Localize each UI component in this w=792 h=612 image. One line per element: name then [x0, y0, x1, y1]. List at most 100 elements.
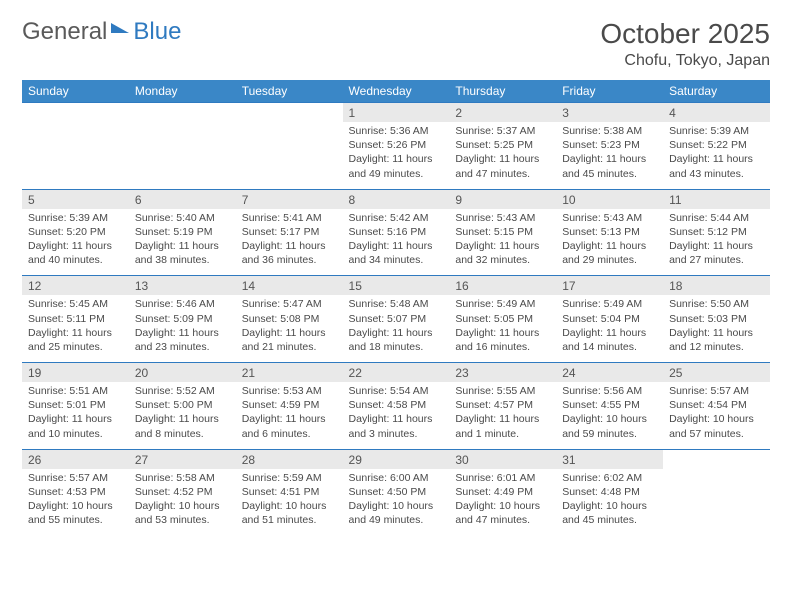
page-header: General Blue October 2025 Chofu, Tokyo, … [22, 18, 770, 70]
date-cell: 6 [129, 189, 236, 209]
day-info-cell: Sunrise: 5:44 AMSunset: 5:12 PMDaylight:… [663, 209, 770, 276]
weekday-thursday: Thursday [449, 80, 556, 103]
sunset-line: Sunset: 4:54 PM [669, 399, 747, 411]
info-row: Sunrise: 5:36 AMSunset: 5:26 PMDaylight:… [22, 122, 770, 189]
day-info-cell: Sunrise: 5:36 AMSunset: 5:26 PMDaylight:… [343, 122, 450, 189]
daylight-line: Daylight: 10 hours and 55 minutes. [28, 500, 113, 526]
day-info-cell: Sunrise: 5:40 AM Sunset: 5:19 PM Daylight:… [129, 209, 236, 276]
daylight-line: Daylight: 10 hours and 47 minutes. [455, 500, 540, 526]
sunset-line: Sunset: 5:20 PM [28, 226, 106, 238]
sunrise-line: Sunrise: 5:39 AM [28, 212, 108, 224]
sunrise-line: Sunrise: 5:52 AM [135, 385, 215, 397]
day-info-cell: Sunrise: 5:59 AMSunset: 4:51 PMDaylight:… [236, 469, 343, 536]
empty-date-cell [663, 449, 770, 469]
sunset-line: Sunset: 5:22 PM [669, 139, 747, 151]
day-info-cell: Sunrise: 5:54 AMSunset: 4:58 PMDaylight:… [343, 382, 450, 449]
date-cell: 18 [663, 276, 770, 296]
empty-info-cell [22, 122, 129, 189]
daylight-line: Daylight: 11 hours and 43 minutes. [669, 153, 753, 179]
day-info-cell: Sunrise: 5:49 AMSunset: 5:04 PMDaylight:… [556, 295, 663, 362]
weekday-saturday: Saturday [663, 80, 770, 103]
date-cell: 11 [663, 189, 770, 209]
daylight-line: Daylight: 11 hours and 21 minutes. [242, 327, 326, 353]
day-info-cell: Sunrise: 5:56 AMSunset: 4:55 PMDaylight:… [556, 382, 663, 449]
date-cell: 7 [236, 189, 343, 209]
info-row: Sunrise: 5:51 AM Sunset: 5:01 PM Daylight:… [22, 382, 770, 449]
date-cell: 12 [22, 276, 129, 296]
daylight-line: Daylight: 10 hours and 49 minutes. [349, 500, 434, 526]
daylight-line: Daylight: 11 hours and 47 minutes. [455, 153, 539, 179]
sunset-line: Sunset: 4:52 PM [135, 486, 213, 498]
calendar-table: SundayMondayTuesdayWednesdayThursdayFrid… [22, 80, 770, 535]
sunrise-line: Sunrise: 5:37 AM [455, 125, 535, 137]
sunrise-line: Sunrise: 5:40 AM [135, 212, 215, 224]
sunset-line: Sunset: 4:59 PM [242, 399, 320, 411]
empty-info-cell [129, 122, 236, 189]
sunset-line: Sunset: 5:25 PM [455, 139, 533, 151]
logo-text-2: Blue [133, 18, 181, 46]
date-row: 1234 [22, 103, 770, 123]
sunset-line: Sunset: 4:58 PM [349, 399, 427, 411]
day-info-cell: Sunrise: 6:02 AMSunset: 4:48 PMDaylight:… [556, 469, 663, 536]
weekday-wednesday: Wednesday [343, 80, 450, 103]
date-cell: 8 [343, 189, 450, 209]
sunset-line: Sunset: 5:04 PM [562, 313, 640, 325]
sunset-line: Sunset: 4:48 PM [562, 486, 640, 498]
sunset-line: Sunset: 5:00 PM [135, 399, 213, 411]
date-cell: 29 [343, 449, 450, 469]
daylight-line: Daylight: 11 hours and 34 minutes. [349, 240, 433, 266]
sunset-line: Sunset: 5:19 PM [135, 226, 213, 238]
daylight-line: Daylight: 11 hours and 6 minutes. [242, 413, 326, 439]
sunrise-line: Sunrise: 5:49 AM [455, 298, 535, 310]
day-info-cell: Sunrise: 5:53 AMSunset: 4:59 PMDaylight:… [236, 382, 343, 449]
sunrise-line: Sunrise: 5:43 AM [455, 212, 535, 224]
daylight-line: Daylight: 11 hours and 14 minutes. [562, 327, 646, 353]
day-info-cell: Sunrise: 5:55 AMSunset: 4:57 PMDaylight:… [449, 382, 556, 449]
date-cell: 30 [449, 449, 556, 469]
info-row: Sunrise: 5:57 AMSunset: 4:53 PMDaylight:… [22, 469, 770, 536]
location-label: Chofu, Tokyo, Japan [600, 52, 770, 70]
day-info-cell: Sunrise: 5:37 AM Sunset: 5:25 PM Daylight:… [449, 122, 556, 189]
brand-logo: General Blue [22, 18, 181, 46]
date-cell: 31 [556, 449, 663, 469]
sunset-line: Sunset: 4:51 PM [242, 486, 320, 498]
day-info-cell: Sunrise: 5:50 AMSunset: 5:03 PMDaylight:… [663, 295, 770, 362]
sunset-line: Sunset: 5:16 PM [349, 226, 427, 238]
daylight-line: Daylight: 11 hours and 38 minutes. [135, 240, 219, 266]
date-row: 12131415161718 [22, 276, 770, 296]
sunset-line: Sunset: 5:11 PM [28, 313, 105, 325]
weekday-monday: Monday [129, 80, 236, 103]
sunrise-line: Sunrise: 5:54 AM [349, 385, 429, 397]
sunrise-line: Sunrise: 5:45 AM [28, 298, 108, 310]
daylight-line: Daylight: 11 hours and 40 minutes. [28, 240, 112, 266]
sunrise-line: Sunrise: 5:39 AM [669, 125, 749, 137]
sunrise-line: Sunrise: 6:02 AM [562, 472, 642, 484]
title-block: October 2025 Chofu, Tokyo, Japan [600, 18, 770, 70]
daylight-line: Daylight: 11 hours and 10 minutes. [28, 413, 112, 439]
sunset-line: Sunset: 5:07 PM [349, 313, 427, 325]
date-cell: 9 [449, 189, 556, 209]
weekday-header-row: SundayMondayTuesdayWednesdayThursdayFrid… [22, 80, 770, 103]
daylight-line: Daylight: 11 hours and 36 minutes. [242, 240, 326, 266]
sunrise-line: Sunrise: 5:55 AM [455, 385, 535, 397]
date-cell: 21 [236, 363, 343, 383]
day-info-cell: Sunrise: 5:46 AMSunset: 5:09 PMDaylight:… [129, 295, 236, 362]
sunrise-line: Sunrise: 5:44 AM [669, 212, 749, 224]
empty-date-cell [129, 103, 236, 123]
day-info-cell: Sunrise: 5:39 AM Sunset: 5:22 PM Daylight:… [663, 122, 770, 189]
day-info-cell: Sunrise: 6:00 AMSunset: 4:50 PMDaylight:… [343, 469, 450, 536]
sunrise-line: Sunrise: 5:56 AM [562, 385, 642, 397]
daylight-line: Daylight: 11 hours and 49 minutes. [349, 153, 433, 179]
daylight-line: Daylight: 11 hours and 25 minutes. [28, 327, 112, 353]
date-cell: 15 [343, 276, 450, 296]
day-info-cell: Sunrise: 5:52 AMSunset: 5:00 PMDaylight:… [129, 382, 236, 449]
sunrise-line: Sunrise: 5:47 AM [242, 298, 322, 310]
date-cell: 25 [663, 363, 770, 383]
date-cell: 1 [343, 103, 450, 123]
date-cell: 28 [236, 449, 343, 469]
info-row: Sunrise: 5:45 AM Sunset: 5:11 PM Daylight:… [22, 295, 770, 362]
sunrise-line: Sunrise: 5:51 AM [28, 385, 108, 397]
empty-date-cell [236, 103, 343, 123]
daylight-line: Daylight: 10 hours and 57 minutes. [669, 413, 754, 439]
sunset-line: Sunset: 5:01 PM [28, 399, 106, 411]
